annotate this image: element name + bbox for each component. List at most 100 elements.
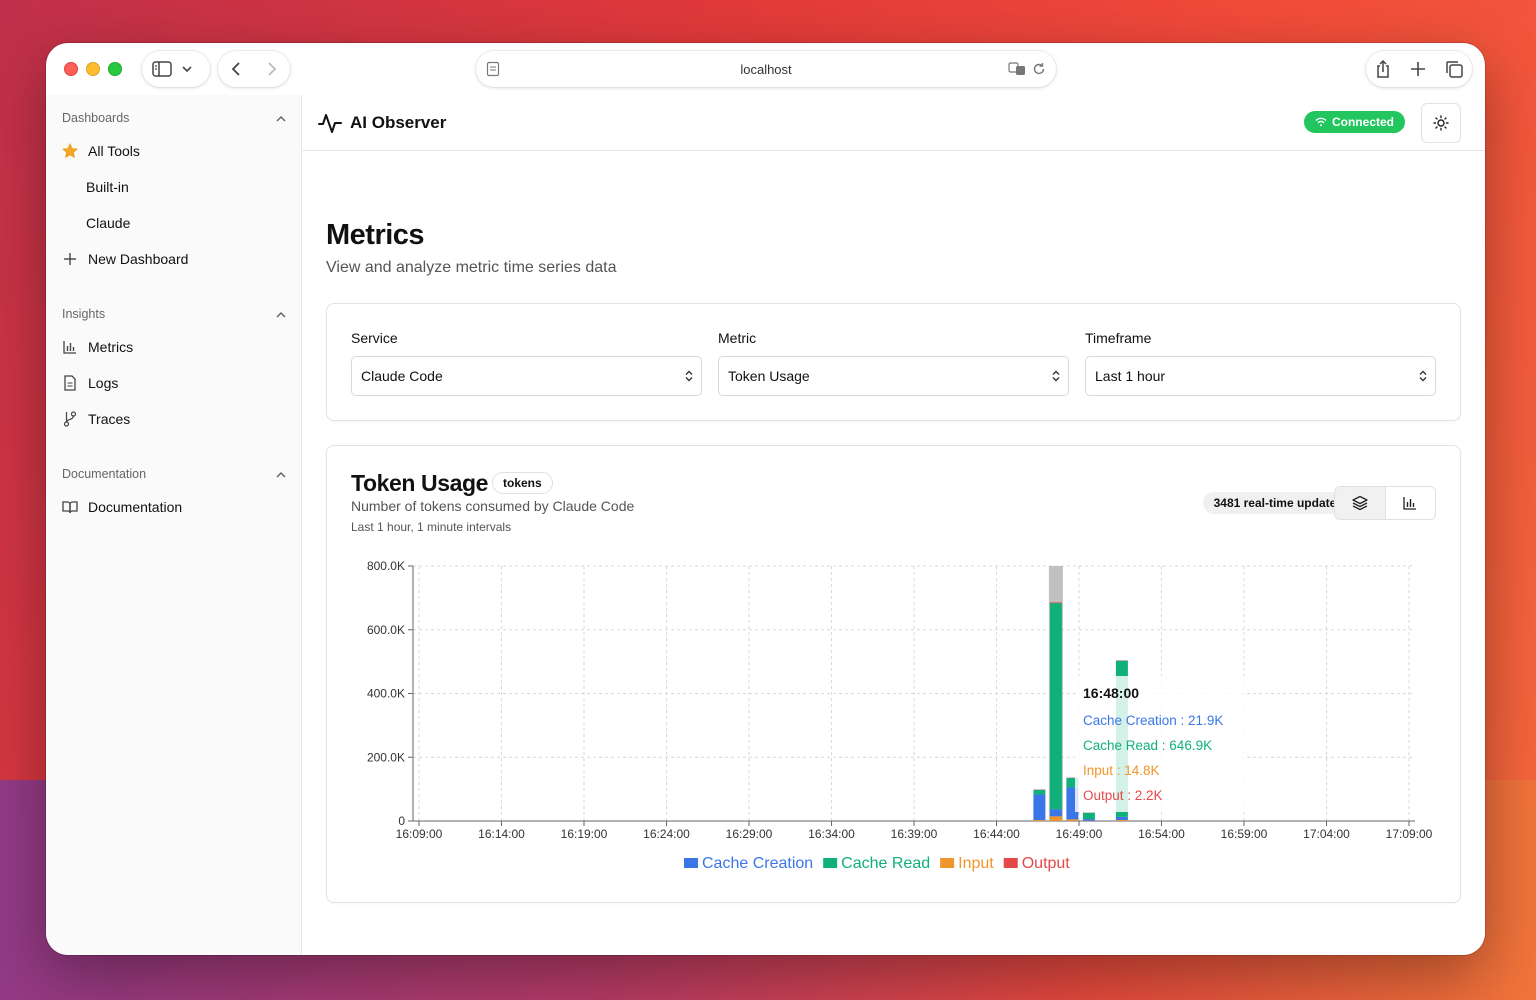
zoom-window-button[interactable]	[108, 62, 122, 76]
legend-label: Cache Read	[841, 855, 930, 872]
y-tick-label: 800.0K	[367, 559, 405, 573]
bar-view-button[interactable]	[1386, 487, 1436, 519]
app-header: AI Observer Connected	[302, 95, 1485, 151]
sidebar-item-new-dashboard[interactable]: New Dashboard	[62, 244, 286, 274]
page-menu-icon[interactable]	[486, 61, 500, 77]
x-tick-label: 16:29:00	[726, 827, 773, 841]
y-tick-label: 400.0K	[367, 687, 405, 701]
page-title: Metrics	[326, 219, 425, 251]
y-tick-label: 200.0K	[367, 750, 405, 764]
close-window-button[interactable]	[64, 62, 78, 76]
history-navigation	[218, 51, 290, 87]
theme-toggle-button[interactable]	[1421, 103, 1461, 143]
service-select-value: Claude Code	[361, 368, 443, 384]
sidebar: Dashboards All Tools Built-in Claude New…	[46, 95, 302, 955]
chart-interval: Last 1 hour, 1 minute intervals	[351, 520, 512, 534]
bar-segment	[1049, 809, 1062, 817]
legend-swatch	[823, 858, 838, 868]
x-tick-label: 16:19:00	[561, 827, 608, 841]
section-title: Dashboards	[62, 111, 130, 125]
sidebar-item-claude[interactable]: Claude	[62, 208, 286, 238]
metric-select[interactable]: Token Usage	[718, 356, 1069, 396]
tooltip-line: Cache Creation : 21.9K	[1083, 713, 1223, 728]
section-title: Insights	[62, 307, 106, 321]
section-title: Documentation	[62, 467, 147, 481]
file-text-icon	[64, 375, 76, 391]
y-tick-label: 600.0K	[367, 623, 405, 637]
service-select[interactable]: Claude Code	[351, 356, 702, 396]
sidebar-section-insights[interactable]: Insights	[62, 307, 286, 321]
tooltip-line: Cache Read : 646.9K	[1083, 738, 1212, 753]
y-tick-label: 0	[398, 814, 405, 828]
x-tick-label: 16:44:00	[973, 827, 1020, 841]
legend-swatch	[684, 858, 698, 868]
wifi-icon	[1315, 117, 1327, 127]
url-text: localhost	[740, 61, 792, 77]
chevron-up-icon[interactable]	[276, 311, 286, 318]
sidebar-toggle-button[interactable]	[142, 51, 210, 87]
chart-view-toggle	[1334, 486, 1436, 520]
bar-segment	[1049, 602, 1062, 604]
timeframe-select-value: Last 1 hour	[1095, 368, 1166, 384]
tooltip-line: Output : 2.2K	[1083, 788, 1163, 803]
tab-overview-icon[interactable]	[1445, 60, 1463, 78]
star-icon	[62, 143, 78, 159]
sidebar-item-built-in[interactable]: Built-in	[62, 172, 286, 202]
stacked-view-button[interactable]	[1335, 487, 1386, 519]
bar-chart-icon	[1403, 497, 1417, 510]
app-brand[interactable]: AI Observer	[318, 111, 446, 135]
metric-select-value: Token Usage	[728, 368, 810, 384]
git-branch-icon	[63, 411, 77, 427]
chart-description: Number of tokens consumed by Claude Code	[351, 498, 635, 514]
sidebar-item-metrics[interactable]: Metrics	[62, 332, 286, 362]
metric-filter: Metric Token Usage	[718, 330, 1069, 396]
sidebar-section-dashboards[interactable]: Dashboards	[62, 111, 286, 125]
connection-status-text: Connected	[1331, 115, 1394, 129]
sidebar-item-label: New Dashboard	[88, 251, 189, 267]
plus-icon	[64, 253, 76, 265]
back-arrow-icon[interactable]	[231, 61, 241, 77]
chevron-up-icon[interactable]	[276, 115, 286, 122]
x-tick-label: 16:54:00	[1138, 827, 1185, 841]
bar-segment	[1082, 819, 1095, 821]
translate-icon[interactable]	[1008, 61, 1026, 77]
legend-swatch	[1003, 858, 1018, 868]
sidebar-item-logs[interactable]: Logs	[62, 368, 286, 398]
sidebar-item-label: Documentation	[88, 499, 183, 515]
service-label: Service	[351, 330, 398, 346]
tooltip-line: Input : 14.8K	[1083, 763, 1160, 778]
sidebar-item-traces[interactable]: Traces	[62, 404, 286, 434]
unit-badge: tokens	[492, 472, 553, 494]
chevron-up-down-icon	[1419, 370, 1427, 382]
address-bar[interactable]: localhost	[476, 51, 1056, 87]
minimize-window-button[interactable]	[86, 62, 100, 76]
chevron-up-icon[interactable]	[276, 471, 286, 478]
timeframe-label: Timeframe	[1085, 330, 1152, 346]
share-icon[interactable]	[1375, 59, 1391, 79]
legend-label: Input	[958, 855, 994, 872]
sidebar-item-documentation[interactable]: Documentation	[62, 492, 286, 522]
new-tab-icon[interactable]	[1410, 61, 1426, 77]
bar-segment	[1115, 820, 1128, 821]
bar-segment	[1115, 816, 1128, 821]
x-tick-label: 16:34:00	[808, 827, 855, 841]
chevron-down-icon[interactable]	[182, 65, 192, 73]
bar-segment	[1049, 603, 1062, 810]
sun-icon	[1433, 115, 1449, 131]
forward-arrow-icon[interactable]	[267, 61, 277, 77]
browser-toolbar: localhost	[46, 43, 1485, 95]
legend-swatch	[940, 858, 955, 868]
token-usage-chart[interactable]: 0 200.0K 400.0K 600.0K 800.0K 16:09:00 16:14:0…	[327, 546, 1460, 906]
bar-segment	[1049, 816, 1062, 821]
x-tick-label: 16:49:00	[1056, 827, 1103, 841]
x-tick-label: 16:14:00	[478, 827, 525, 841]
browser-window: localhost Dashboards All Tools Built-in …	[46, 43, 1485, 955]
reload-icon[interactable]	[1032, 61, 1046, 77]
metric-label: Metric	[718, 330, 757, 346]
legend-label: Cache Creation	[702, 855, 813, 872]
sidebar-section-documentation[interactable]: Documentation	[62, 467, 286, 481]
timeframe-select[interactable]: Last 1 hour	[1085, 356, 1436, 396]
sidebar-item-all-tools[interactable]: All Tools	[62, 136, 286, 166]
legend-label: Output	[1022, 855, 1071, 872]
realtime-updates-badge: 3481 real-time updates	[1202, 492, 1354, 514]
